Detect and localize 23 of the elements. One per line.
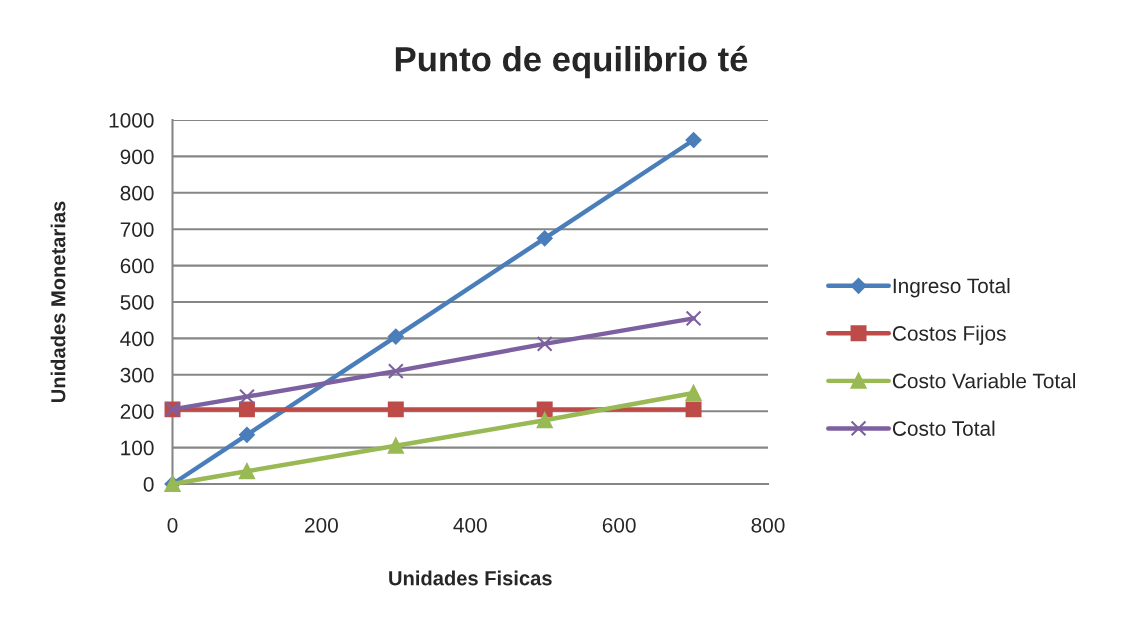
y-tick-label: 500 [120, 295, 154, 310]
y-tick-label: 0 [143, 477, 154, 492]
y-tick-label: 600 [120, 258, 154, 274]
y-axis-title: Unidades Monetarias [50, 201, 66, 403]
y-tick-label: 400 [120, 331, 154, 347]
x-tick-label: 400 [453, 517, 487, 533]
legend-label: Costo Total [892, 420, 995, 436]
legend-label: Ingreso Total [893, 277, 1010, 298]
y-tick-label: 300 [120, 367, 154, 383]
y-tick-label: 700 [120, 222, 154, 237]
x-tick-label: 800 [751, 517, 785, 533]
x-axis-title: Unidades Fisicas [389, 570, 552, 586]
y-tick-label: 100 [121, 440, 154, 456]
x-tick-label: 200 [305, 517, 338, 533]
chart-title: Punto de equilibrio té [395, 45, 748, 79]
y-tick-label: 200 [120, 404, 154, 419]
x-tick-label: 600 [602, 517, 636, 533]
legend-label: Costos Fijos [892, 325, 1006, 345]
y-tick-label: 1000 [109, 113, 154, 128]
x-tick-label: 0 [167, 517, 178, 533]
y-tick-label: 800 [120, 185, 154, 201]
y-tick-label: 900 [120, 149, 154, 165]
legend-label: Costo Variable Total [892, 373, 1076, 389]
